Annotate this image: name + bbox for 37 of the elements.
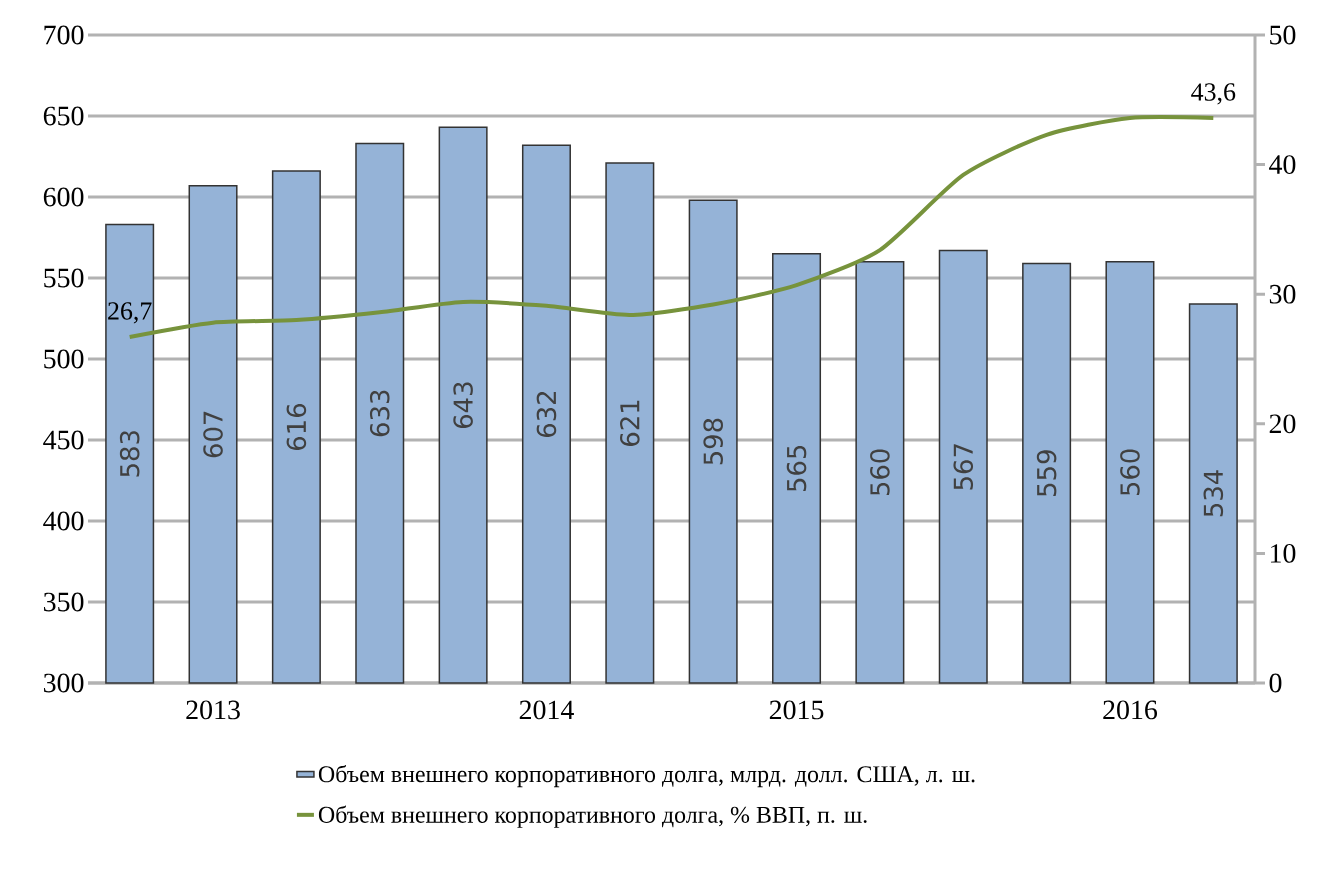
- y2-tick-label: 10: [1270, 543, 1296, 563]
- data-label: 565: [786, 445, 807, 492]
- data-label: 534: [1203, 470, 1224, 517]
- y-tick-label: 550: [44, 268, 84, 288]
- x-tick-label: 2014: [519, 700, 574, 720]
- y-tick-label: 650: [43, 106, 84, 126]
- y2-tick-label: 0: [1269, 673, 1282, 693]
- x-tick-label: 2013: [186, 700, 240, 720]
- data-label: 633: [369, 390, 390, 437]
- y-tick-label: 700: [44, 25, 84, 45]
- y2-tick-label: 30: [1269, 284, 1296, 304]
- y-tick-label: 400: [43, 511, 84, 531]
- y2-tick-label: 40: [1269, 155, 1296, 174]
- data-label: 567: [953, 444, 974, 490]
- data-label: 560: [870, 449, 890, 496]
- data-label: 43,6: [1191, 83, 1236, 105]
- data-label: 559: [1036, 450, 1057, 496]
- data-label: 632: [536, 391, 557, 437]
- data-label: 616: [286, 403, 307, 450]
- y-tick-label: 300: [43, 673, 84, 693]
- y-tick-label: 450: [43, 430, 84, 450]
- legend-label: Объем внешнего корпоративного долга, млрд. долл. США, л. ш.: [318, 764, 975, 788]
- data-label: 560: [1120, 449, 1140, 496]
- data-label: 583: [119, 431, 140, 477]
- x-tick-label: 2015: [769, 700, 824, 720]
- data-label: 598: [703, 418, 723, 465]
- y-tick-label: 600: [43, 187, 84, 207]
- y2-tick-label: 50: [1270, 25, 1296, 45]
- x-tick-label: 2016: [1103, 700, 1158, 720]
- y-tick-label: 500: [44, 349, 84, 369]
- y-tick-label: 350: [43, 592, 84, 612]
- data-label: 26,7: [108, 302, 152, 324]
- y2-tick-label: 20: [1269, 414, 1296, 434]
- data-label: 643: [453, 382, 473, 429]
- legend-label: Объем внешнего корпоративного долга, % ВВП, п. ш.: [318, 805, 867, 828]
- data-label: 621: [620, 400, 640, 446]
- data-label: 607: [203, 411, 223, 458]
